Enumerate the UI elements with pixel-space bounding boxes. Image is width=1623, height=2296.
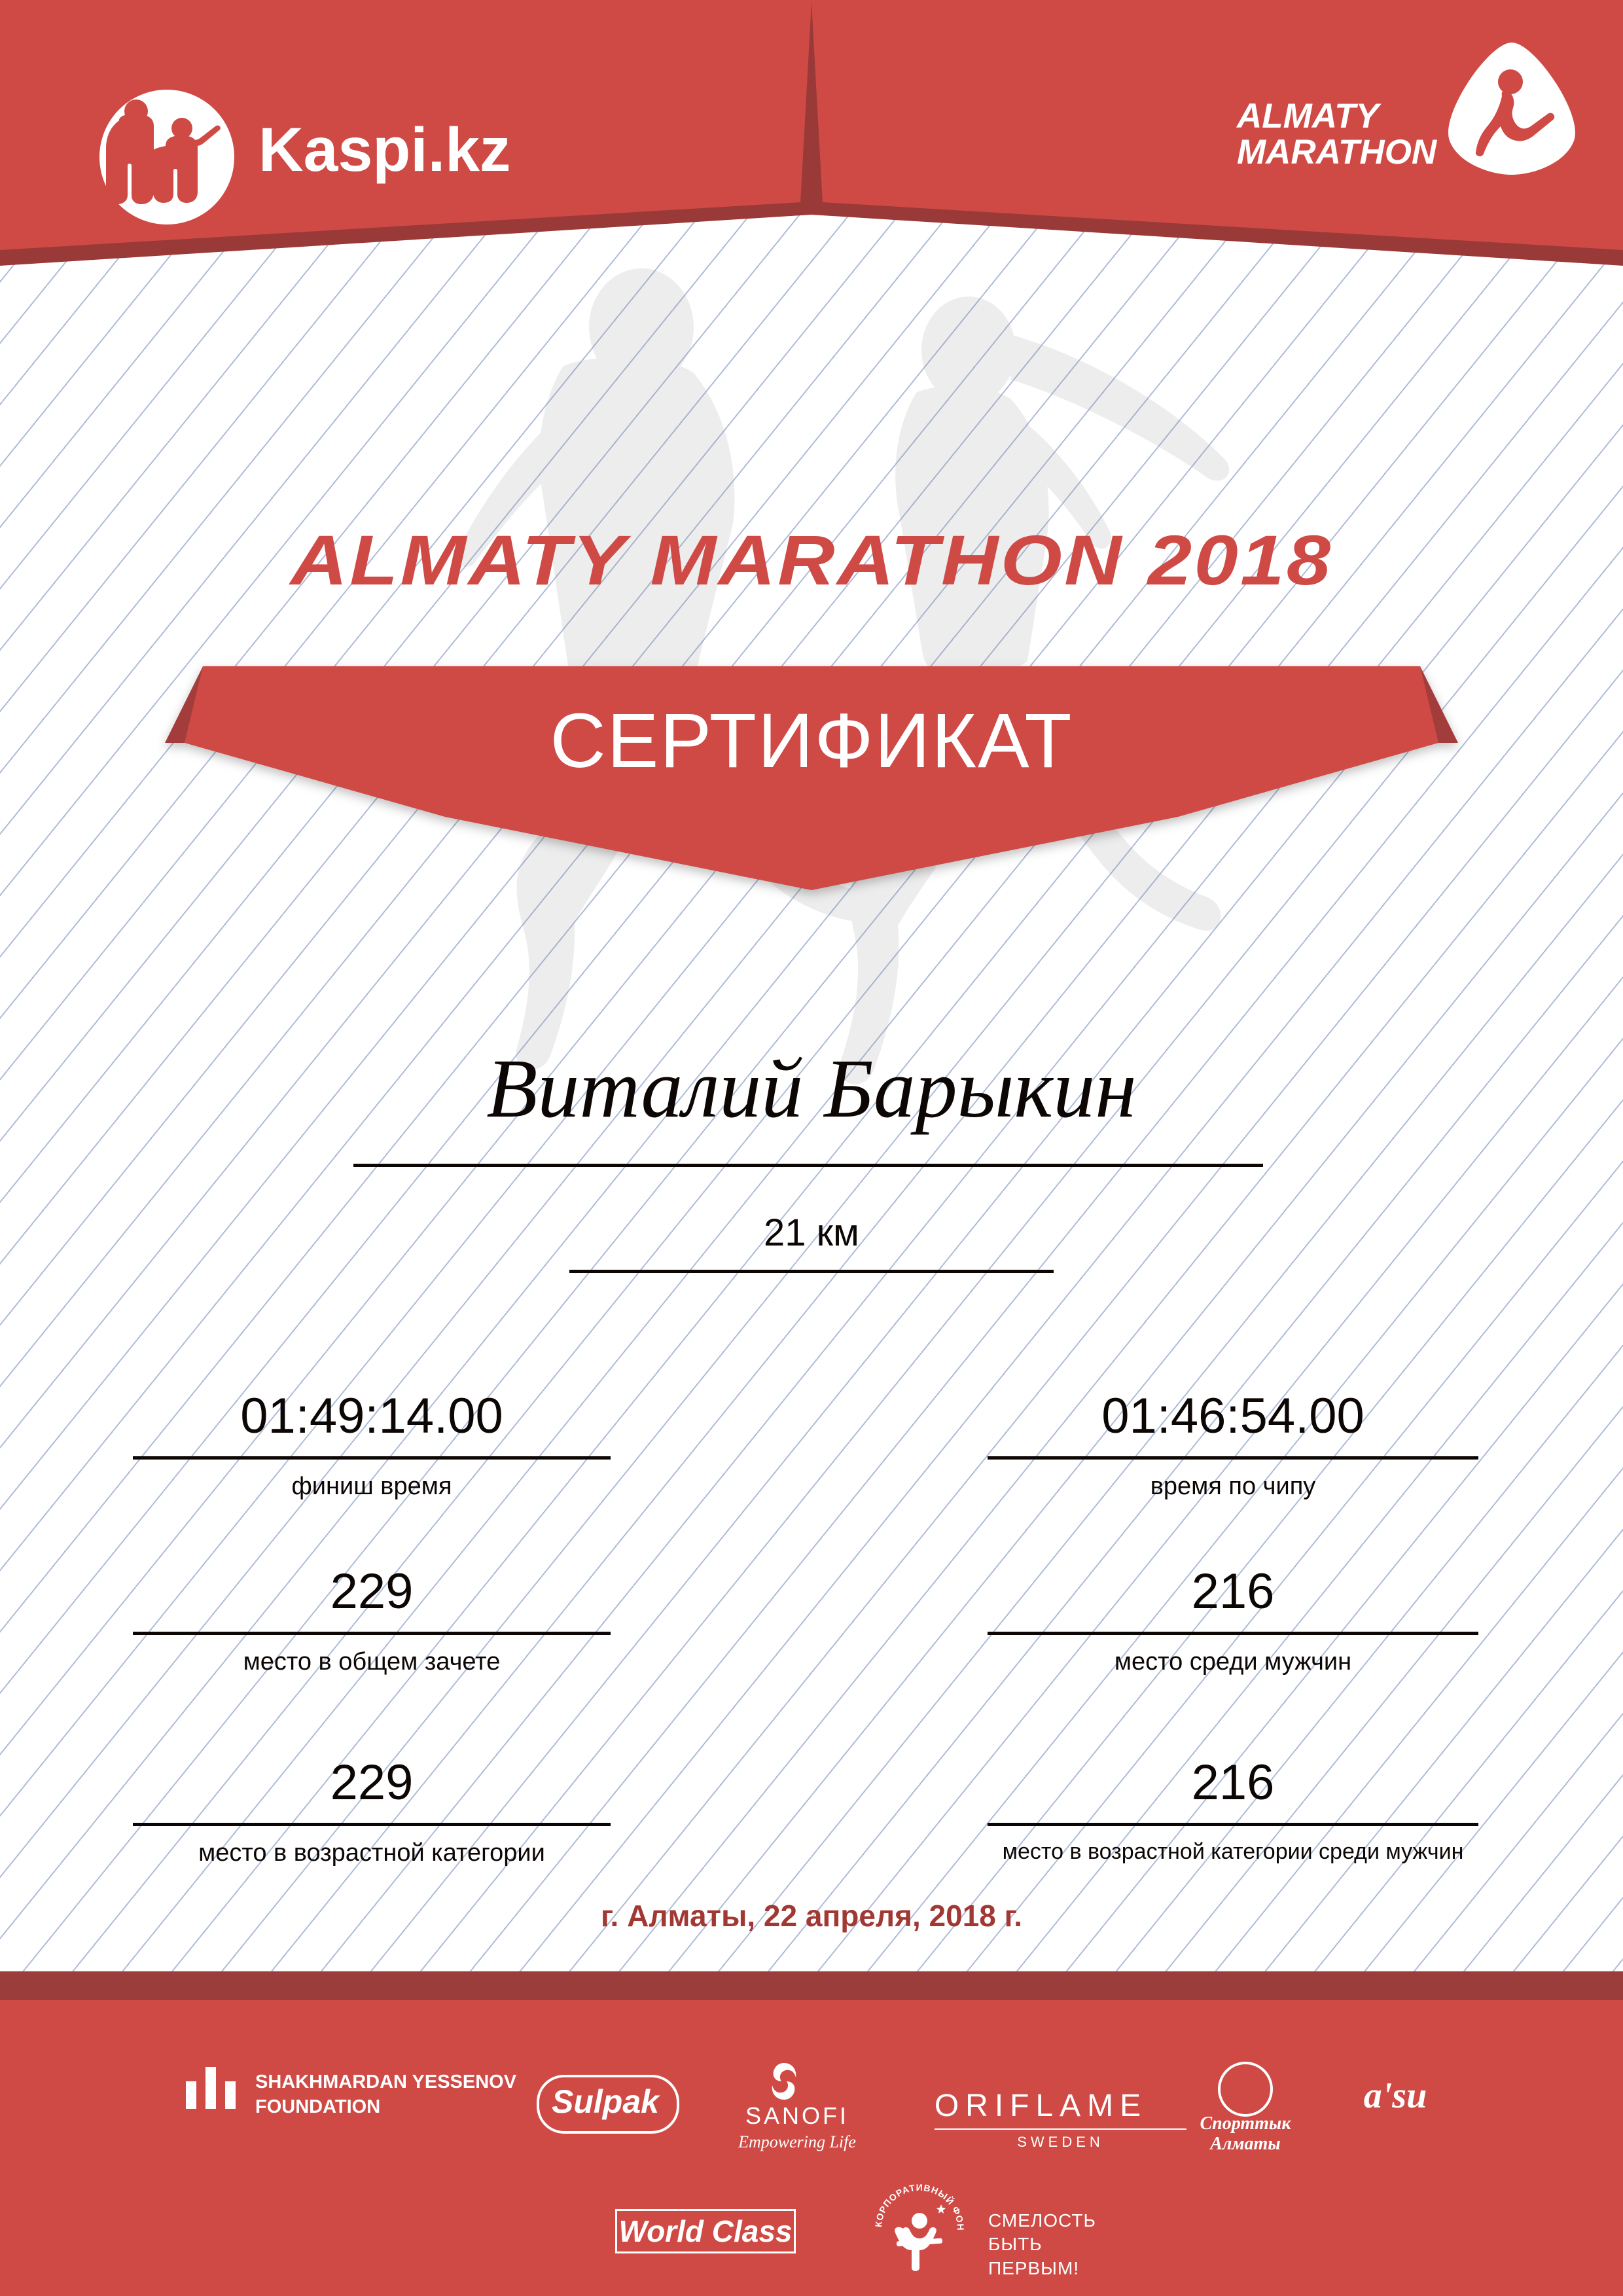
svg-text:СЕРТИФИКАТ: СЕРТИФИКАТ (550, 698, 1073, 784)
